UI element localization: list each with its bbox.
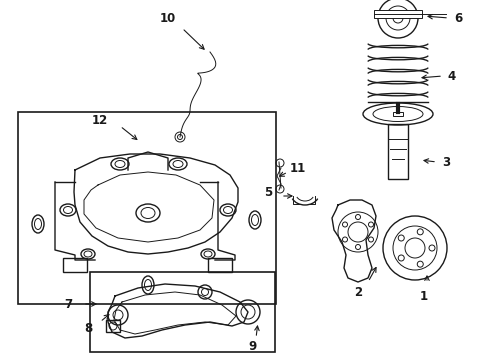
Text: 7: 7 — [64, 297, 72, 310]
Bar — [374, 10, 422, 18]
Bar — [393, 112, 403, 116]
Bar — [90, 272, 275, 352]
Text: 11: 11 — [290, 162, 306, 175]
Text: 5: 5 — [264, 185, 272, 198]
Bar — [208, 258, 232, 272]
Text: 12: 12 — [92, 113, 108, 126]
Text: 2: 2 — [354, 285, 362, 298]
Bar — [63, 258, 87, 272]
Text: 6: 6 — [454, 12, 462, 24]
Text: 1: 1 — [420, 289, 428, 302]
Text: 3: 3 — [442, 156, 450, 168]
Bar — [106, 320, 120, 332]
Text: 4: 4 — [448, 69, 456, 82]
Text: 9: 9 — [248, 339, 256, 352]
Text: 8: 8 — [84, 321, 92, 334]
Bar — [18, 112, 276, 304]
Text: 10: 10 — [160, 12, 176, 24]
Bar — [388, 124, 408, 179]
